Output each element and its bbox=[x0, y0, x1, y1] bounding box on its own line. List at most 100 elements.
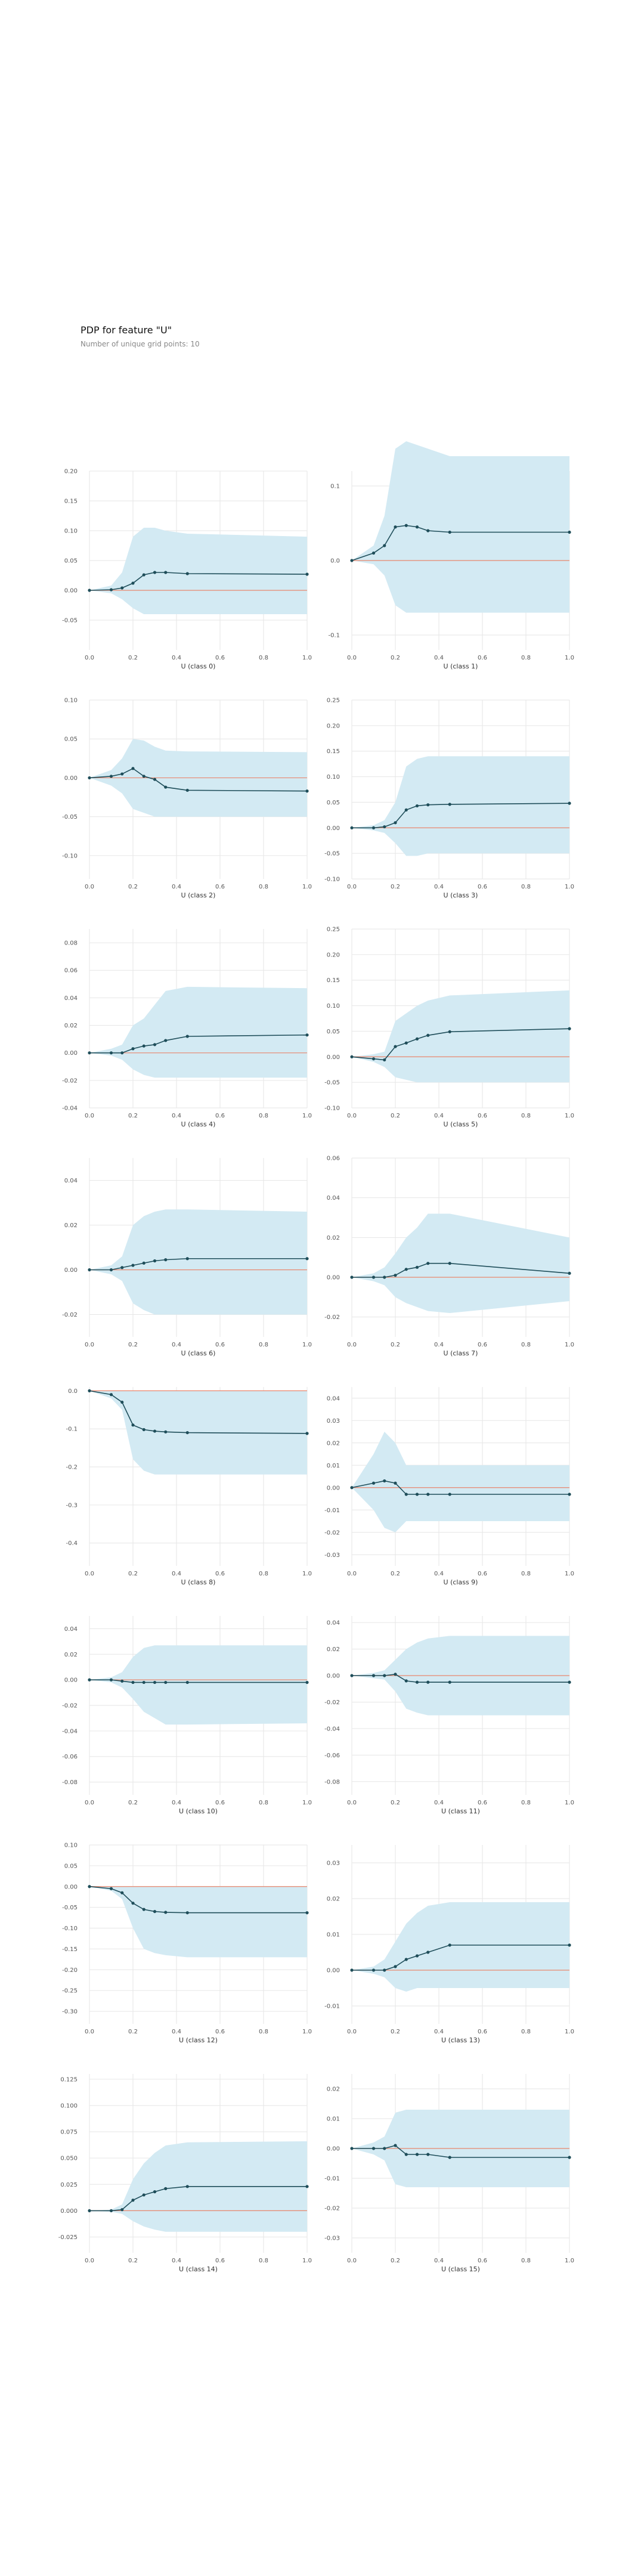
x-tick-label: 0.6 bbox=[478, 1800, 487, 1806]
y-tick-label: 0.10 bbox=[327, 774, 340, 781]
x-tick-label: 0.8 bbox=[521, 1113, 531, 1119]
pdp-point bbox=[394, 525, 397, 529]
x-tick-label: 1.0 bbox=[302, 1800, 312, 1806]
y-tick-label: -0.2 bbox=[66, 1465, 78, 1471]
y-tick-label: 0.100 bbox=[60, 2103, 78, 2109]
pdp-point bbox=[568, 2156, 571, 2159]
x-tick-label: 0.2 bbox=[391, 1342, 400, 1348]
pdp-point bbox=[109, 588, 113, 592]
pdp-point bbox=[120, 2208, 124, 2212]
pdp-point bbox=[131, 1047, 135, 1051]
pdp-point bbox=[415, 804, 419, 808]
x-tick-label: 0.8 bbox=[521, 1342, 531, 1348]
pdp-point bbox=[88, 589, 91, 592]
pdp-point bbox=[109, 1393, 113, 1397]
y-tick-label: 0.08 bbox=[64, 940, 78, 947]
y-tick-label: 0.25 bbox=[327, 927, 340, 933]
pdp-point bbox=[383, 1275, 386, 1279]
x-tick-label: 0.4 bbox=[434, 884, 444, 890]
pdp-point bbox=[153, 1429, 157, 1433]
y-tick-label: 0.00 bbox=[64, 588, 78, 595]
y-tick-label: -0.04 bbox=[62, 1106, 78, 1112]
pdp-point bbox=[88, 1389, 91, 1392]
y-tick-label: -0.05 bbox=[62, 1905, 78, 1911]
pdp-point bbox=[350, 2147, 354, 2150]
x-tick-label: 0.8 bbox=[259, 655, 268, 661]
y-tick-label: -0.30 bbox=[62, 2009, 78, 2015]
y-tick-label: 0.00 bbox=[327, 1485, 340, 1491]
pdp-point bbox=[305, 1033, 309, 1037]
y-tick-label: 0.0 bbox=[330, 558, 340, 565]
pdp-point bbox=[142, 1680, 145, 1685]
x-tick-label: 1.0 bbox=[302, 2029, 312, 2035]
pdp-point bbox=[350, 559, 354, 562]
y-tick-label: 0.00 bbox=[327, 1054, 340, 1061]
pdp-point bbox=[131, 1264, 135, 1267]
y-tick-label: 0.10 bbox=[64, 1843, 78, 1849]
y-tick-label: 0.02 bbox=[327, 1440, 340, 1447]
y-tick-label: 0.02 bbox=[327, 1646, 340, 1653]
pdp-point bbox=[305, 1680, 309, 1685]
pdp-point bbox=[131, 767, 135, 770]
pdp-point bbox=[142, 775, 145, 778]
pdp-point bbox=[568, 530, 571, 534]
pdp-point bbox=[185, 2185, 189, 2188]
x-tick-label: 0.6 bbox=[215, 1571, 225, 1577]
y-tick-label: 0.05 bbox=[327, 1029, 340, 1035]
x-tick-label: 0.2 bbox=[128, 1571, 138, 1577]
chart-title: PDP for feature "U" bbox=[80, 324, 172, 336]
pdp-point bbox=[568, 801, 571, 805]
pdp-point bbox=[142, 1261, 145, 1265]
x-tick-label: 0.8 bbox=[521, 2029, 531, 2035]
y-tick-label: -0.25 bbox=[62, 1988, 78, 1995]
x-tick-label: 0.4 bbox=[434, 1342, 444, 1348]
pdp-point bbox=[415, 2153, 419, 2156]
x-tick-label: 0.8 bbox=[259, 884, 268, 890]
x-tick-label: 0.8 bbox=[521, 655, 531, 661]
pdp-point bbox=[131, 1902, 135, 1905]
x-tick-label: 0.6 bbox=[478, 1113, 487, 1119]
x-tick-label: 0.0 bbox=[85, 1571, 94, 1577]
pdp-point bbox=[415, 1954, 419, 1958]
x-tick-label: 0.2 bbox=[128, 655, 138, 661]
x-axis-label: U (class 13) bbox=[441, 2036, 480, 2044]
x-tick-label: 0.4 bbox=[172, 655, 181, 661]
x-tick-label: 0.2 bbox=[128, 1113, 138, 1119]
pdp-point bbox=[404, 1679, 408, 1683]
pdp-point bbox=[109, 1678, 113, 1682]
y-tick-label: 0.00 bbox=[64, 1050, 78, 1057]
x-tick-label: 1.0 bbox=[565, 884, 574, 890]
y-tick-label: -0.02 bbox=[324, 2206, 340, 2212]
y-tick-label: -0.20 bbox=[62, 1967, 78, 1974]
pdp-point bbox=[371, 1275, 376, 1279]
y-tick-label: 0.20 bbox=[327, 952, 340, 958]
x-tick-label: 0.6 bbox=[215, 1113, 225, 1119]
x-tick-label: 0.4 bbox=[172, 2029, 181, 2035]
pdp-point bbox=[109, 775, 113, 778]
x-tick-label: 0.4 bbox=[434, 1113, 444, 1119]
x-tick-label: 0.8 bbox=[259, 1342, 268, 1348]
pdp-point bbox=[371, 1674, 376, 1677]
pdp-point bbox=[448, 1680, 451, 1684]
x-axis-label: U (class 3) bbox=[444, 891, 478, 899]
x-tick-label: 1.0 bbox=[565, 1571, 574, 1577]
y-tick-label: 0.00 bbox=[64, 1677, 78, 1684]
pdp-point bbox=[448, 1943, 451, 1947]
confidence-band bbox=[352, 1432, 569, 1532]
x-axis-label: U (class 11) bbox=[441, 1807, 480, 1815]
pdp-point bbox=[142, 573, 145, 577]
x-axis-label: U (class 5) bbox=[444, 1120, 478, 1128]
pdp-point bbox=[305, 1432, 309, 1435]
y-tick-label: 0.01 bbox=[327, 1932, 340, 1939]
x-tick-label: 0.2 bbox=[128, 2258, 138, 2264]
pdp-point bbox=[153, 1680, 157, 1685]
x-tick-label: 0.0 bbox=[85, 884, 94, 890]
y-tick-label: -0.1 bbox=[66, 1426, 78, 1433]
pdp-point bbox=[404, 2153, 408, 2156]
x-tick-label: 0.2 bbox=[391, 1571, 400, 1577]
pdp-point bbox=[404, 1493, 408, 1496]
confidence-band bbox=[89, 1209, 307, 1315]
pdp-point bbox=[185, 788, 189, 792]
pdp-point bbox=[305, 789, 309, 793]
